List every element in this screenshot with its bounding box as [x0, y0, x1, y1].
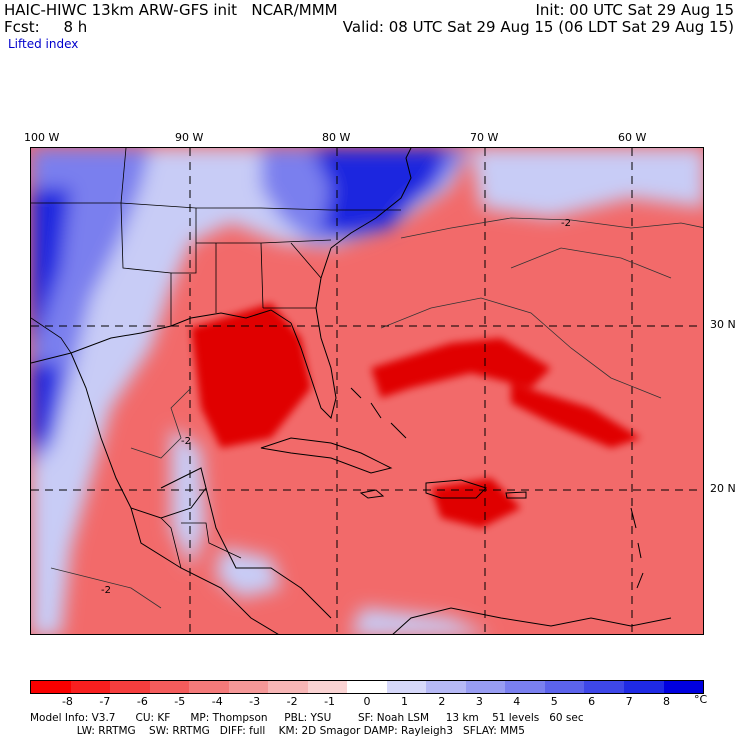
bahamas	[350, 387, 407, 439]
cuba	[260, 437, 393, 474]
colorbar-label: -4	[211, 695, 223, 708]
positive-strong-region-west	[31, 188, 71, 348]
negative-strong-band-atlantic	[371, 338, 551, 398]
model-info-line1: Model Info: V3.7 CU: KF MP: Thompson PBL…	[30, 712, 584, 724]
colorbar	[30, 680, 704, 694]
lifted-index-map: -2 -2 -2	[30, 147, 704, 635]
colorbar-label: -8	[61, 695, 73, 708]
contour-line	[50, 567, 162, 609]
colorbar-swatch	[544, 681, 585, 693]
lon-label-90w: 90 W	[175, 131, 204, 144]
model-title: HAIC-HIWC 13km ARW-GFS init NCAR/MMM	[4, 1, 338, 19]
positive-strong-region	[311, 148, 451, 238]
south-america-coast	[392, 607, 672, 634]
colorbar-swatch	[70, 681, 111, 693]
forecast-hour: Fcst: 8 h	[4, 18, 88, 36]
colorbar-label: -6	[136, 695, 148, 708]
negative-strong-core-gulf	[191, 303, 311, 448]
colorbar-swatch	[465, 681, 506, 693]
contour-label: -2	[101, 585, 111, 596]
colorbar-swatch	[505, 681, 545, 693]
colorbar-swatch	[189, 681, 229, 693]
border-line	[120, 202, 401, 211]
colorbar-swatch	[426, 681, 466, 693]
colorbar-label: 1	[400, 695, 408, 708]
init-time: Init: 00 UTC Sat 29 Aug 15	[535, 1, 734, 19]
lon-label-70w: 70 W	[470, 131, 499, 144]
lat-label-20n: 20 N	[710, 482, 736, 495]
central-america-coast	[130, 507, 279, 634]
border-line	[171, 208, 197, 274]
colorbar-label: 0	[363, 695, 371, 708]
positive-weak-band-north	[471, 148, 703, 218]
positive-weak-streak	[171, 428, 206, 568]
border-line	[290, 242, 322, 279]
lon-label-60w: 60 W	[618, 131, 647, 144]
colorbar-label: 6	[588, 695, 596, 708]
border-line	[260, 242, 264, 309]
border-line	[181, 522, 242, 559]
jamaica	[359, 489, 385, 499]
colorbar-swatch	[663, 681, 704, 693]
colorbar-swatch	[386, 681, 427, 693]
lon-label-80w: 80 W	[322, 131, 351, 144]
colorbar-swatch	[31, 681, 71, 693]
lesser-antilles	[630, 507, 644, 589]
colorbar-label: 3	[475, 695, 483, 708]
colorbar-swatch	[110, 681, 150, 693]
colorbar-label: 7	[625, 695, 633, 708]
border-line	[31, 317, 72, 354]
contour-lines	[50, 217, 703, 609]
positive-strong-region-southwest	[31, 358, 61, 448]
colorbar-label: -1	[324, 695, 336, 708]
negative-strong-band-southeast	[511, 383, 641, 448]
colorbar-label: 2	[438, 695, 446, 708]
graticule	[31, 148, 703, 634]
colorbar-swatch	[228, 681, 269, 693]
colorbar-label: -5	[174, 695, 186, 708]
central-america-caribbean-coast	[205, 487, 332, 619]
us-gulf-coast	[31, 309, 292, 364]
field-name: Lifted index	[8, 37, 79, 51]
colorbar-swatch	[623, 681, 664, 693]
colorbar-swatch	[307, 681, 348, 693]
positive-weak-south	[351, 608, 487, 634]
colorbar-label: -3	[249, 695, 261, 708]
political-borders	[31, 148, 401, 569]
colorbar-label: -7	[99, 695, 111, 708]
map-canvas: -2 -2 -2	[31, 148, 703, 634]
colorbar-swatch	[268, 681, 308, 693]
florida-peninsula	[290, 247, 337, 419]
contour-line	[400, 217, 703, 239]
contour-label: -2	[181, 436, 191, 447]
border-line	[120, 202, 172, 326]
colorbar-label: 4	[513, 695, 521, 708]
lat-label-30n: 30 N	[710, 318, 736, 331]
valid-time: Valid: 08 UTC Sat 29 Aug 15 (06 LDT Sat …	[342, 18, 734, 36]
border-line	[160, 517, 182, 569]
colorbar-swatch	[347, 681, 387, 693]
colorbar-swatch	[584, 681, 624, 693]
colorbar-unit: °C	[694, 693, 708, 706]
model-info-line2: LW: RRTMG SW: RRTMG DIFF: full KM: 2D Sm…	[30, 725, 525, 737]
us-atlantic-coast	[330, 148, 412, 249]
contour-line	[380, 297, 662, 399]
contour-line	[510, 247, 672, 279]
puerto-rico	[505, 491, 527, 499]
colorbar-swatch	[149, 681, 190, 693]
colorbar-label: 8	[663, 695, 671, 708]
contour-line	[130, 387, 192, 459]
lon-label-100w: 100 W	[24, 131, 60, 144]
colorbar-label: 5	[550, 695, 558, 708]
contour-label: -2	[561, 218, 571, 229]
colorbar-label: -2	[286, 695, 298, 708]
hispaniola	[425, 479, 487, 499]
